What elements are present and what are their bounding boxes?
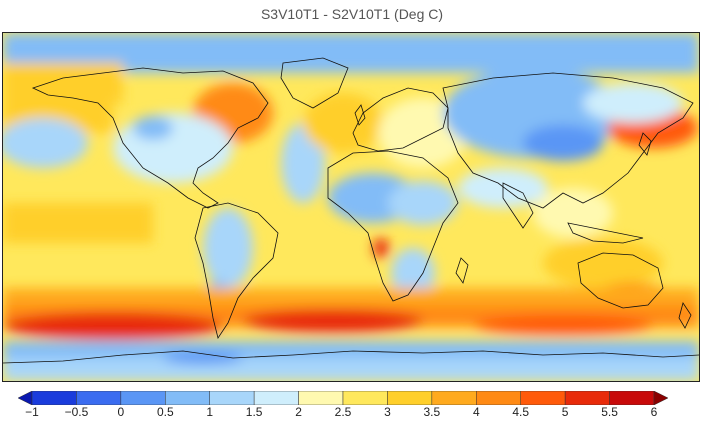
colorbar-tick-labels: −1 −0.5 0 0.5 1 1.5 2 2.5 3 3.5 4 4.5 5 5.5 6 [0,405,704,421]
colorbar-segment [520,391,566,405]
colorbar-tick-label: 0 [117,405,125,419]
colorbar-segment [298,391,344,405]
colorbar-extend-high [653,391,668,405]
colorbar-segment [253,391,299,405]
colorbar-tick-label: 1.5 [245,405,263,419]
colorbar-tick-label: 4 [472,405,480,419]
colorbar-segment [387,391,433,405]
colorbar-extend-low [18,391,33,405]
coastline-asia [442,72,694,209]
colorbar-tick-label: 4.5 [512,405,530,419]
anomaly-map [2,32,700,382]
colorbar-tick-label: 5.5 [601,405,618,419]
coastline-south-america [194,202,279,339]
colorbar-segment [165,391,210,405]
colorbar-tick-label: −1 [25,405,39,419]
colorbar-segment [431,391,477,405]
coastline-australia [577,252,664,309]
colorbar-segment [564,391,610,405]
temperature-field [3,33,699,381]
colorbar-tick-label: 2.5 [334,405,352,419]
coastline-north-america [31,67,269,209]
colorbar-tick-label: 2 [295,405,302,419]
colorbar-segment [209,391,255,405]
coastline-indonesia [567,222,644,244]
coastline-greenland [280,57,349,109]
colorbar-tick-label: 5 [561,405,569,419]
coastline-madagascar [455,257,469,284]
colorbar-segment [476,391,521,405]
colorbar-tick-label: 0.5 [156,405,174,419]
colorbar-tick-label: 3.5 [423,405,441,419]
coastline-uk [354,104,366,126]
colorbar [18,391,668,405]
colorbar-tick-label: −0.5 [64,405,89,419]
colorbar-segment [120,391,166,405]
colorbar-segment [609,391,655,405]
coastline-india [502,182,534,229]
colorbar-tick-label: 1 [206,405,214,419]
coastline-antarctica [3,350,699,364]
colorbar-tick-label: 3 [384,405,391,419]
coastlines [3,57,699,364]
colorbar-tick-label: 6 [650,405,658,419]
coastline-japan [638,132,652,156]
coastline-europe [352,87,449,152]
colorbar-segment [31,391,77,405]
colorbar-segment [76,391,122,405]
coastline-new-zealand [678,302,692,329]
colorbar-segment [342,391,388,405]
coastline-africa [327,150,459,302]
map-title: S3V10T1 - S2V10T1 (Deg C) [260,6,444,22]
